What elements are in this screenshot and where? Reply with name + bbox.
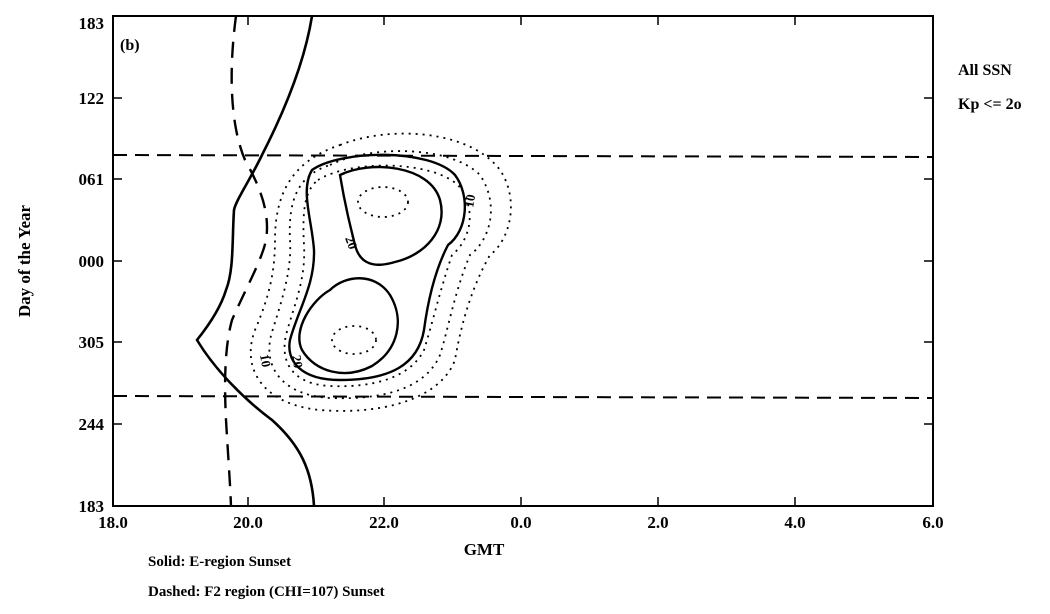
- e-region-sunset-curve: [195, 16, 316, 506]
- outer-dotted-contour: [249, 132, 512, 412]
- contour-20-lower: [298, 277, 399, 375]
- x-tick-label: 2.0: [647, 513, 668, 532]
- x-tick-labels: 18.0 20.0 22.0 0.0 2.0 4.0 6.0: [98, 513, 944, 532]
- contour-label-lower-inner: 20: [289, 354, 306, 369]
- y-tick-label: 000: [79, 252, 105, 271]
- x-tick-label: 0.0: [510, 513, 531, 532]
- contour-10-outer: [288, 153, 466, 382]
- x-tick-label: 22.0: [369, 513, 399, 532]
- x-tick-label: 18.0: [98, 513, 128, 532]
- lower-reference-line: [112, 395, 934, 399]
- contour-label-upper-inner: 20: [342, 234, 361, 251]
- plot-frame: [112, 15, 934, 507]
- contour-labels: 10 20 20 10: [257, 193, 478, 369]
- legend-solid: Solid: E-region Sunset: [148, 554, 292, 570]
- annotation-kp: Kp <= 2o: [958, 96, 1022, 113]
- contour-20-upper: [338, 165, 443, 266]
- contour-label-upper-right: 10: [461, 193, 478, 208]
- y-tick-label: 183: [79, 14, 105, 33]
- legend-dashed: Dashed: F2 region (CHI=107) Sunset: [148, 584, 385, 600]
- contours: [249, 132, 512, 412]
- panel-label: (b): [120, 37, 140, 54]
- contour-label-lower-left: 10: [257, 353, 274, 368]
- contour-innermost-lower: [331, 325, 377, 355]
- f2-region-sunset-curve: [223, 16, 269, 506]
- annotation-all-ssn: All SSN: [958, 62, 1012, 79]
- x-tick-label: 4.0: [784, 513, 805, 532]
- y-axis-title: Day of the Year: [15, 204, 34, 317]
- contour-innermost-upper: [357, 186, 409, 218]
- y-tick-labels: 183 244 305 000 061 122 183: [79, 14, 105, 516]
- x-axis-ticks: [247, 16, 796, 506]
- x-axis-title: GMT: [464, 540, 505, 559]
- y-tick-label: 061: [79, 170, 105, 189]
- y-tick-label: 305: [79, 333, 105, 352]
- y-tick-label: 183: [79, 497, 105, 516]
- y-axis-ticks: [113, 97, 933, 425]
- upper-reference-line: [112, 154, 934, 158]
- y-tick-label: 244: [79, 415, 105, 434]
- y-tick-label: 122: [79, 89, 105, 108]
- x-tick-label: 6.0: [922, 513, 943, 532]
- x-tick-label: 20.0: [233, 513, 263, 532]
